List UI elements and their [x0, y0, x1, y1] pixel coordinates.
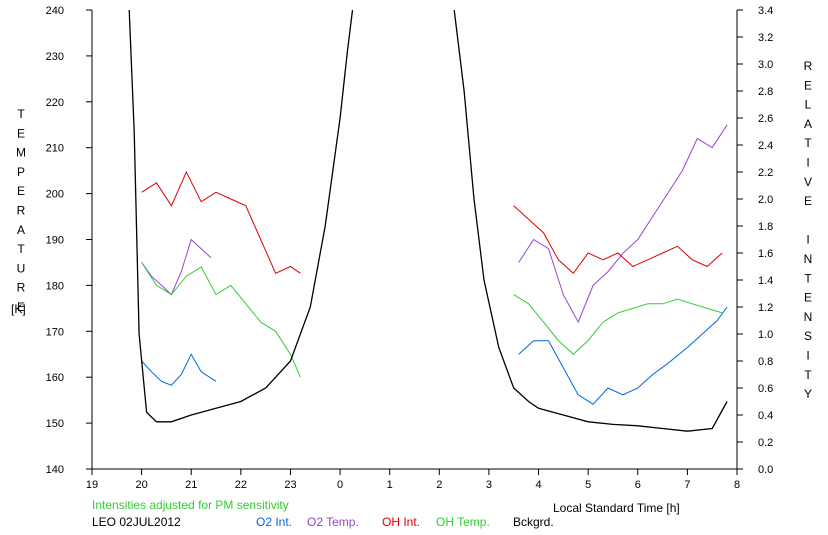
y-left-tick-label: 160	[46, 372, 64, 384]
y-right-label-letter: I	[806, 233, 809, 247]
x-tick-label: 2	[436, 479, 442, 491]
y-right-label-letter: T	[804, 136, 812, 150]
x-tick-label: 3	[486, 479, 492, 491]
y-right-tick-label: 0.8	[758, 356, 773, 368]
y-right-label-letter: E	[804, 291, 812, 305]
y-left-label-letter: U	[17, 261, 26, 275]
y-right-tick-label: 2.8	[758, 86, 773, 98]
y-right-label-letter: I	[806, 349, 809, 363]
y-left-unit: [K]	[11, 302, 26, 316]
y-right-tick-label: 2.0	[758, 194, 773, 206]
x-tick-label: 8	[734, 479, 740, 491]
y-left-label-letter: T	[17, 107, 25, 121]
y-right-label-letter: E	[804, 194, 812, 208]
y-right-label-letter: S	[804, 329, 812, 343]
legend-o2-int: O2 Int.	[256, 515, 292, 529]
x-axis-label: Local Standard Time [h]	[553, 501, 680, 515]
x-tick-label: 0	[337, 479, 343, 491]
y-right-tick-label: 3.4	[758, 5, 773, 17]
y-right-tick-label: 1.6	[758, 248, 773, 260]
x-tick-label: 1	[387, 479, 393, 491]
y-right-label-letter: T	[804, 271, 812, 285]
x-tick-label: 4	[535, 479, 541, 491]
series-line-bckgrd	[453, 9, 728, 432]
series-layer	[128, 9, 728, 432]
y-right-label-letter: N	[804, 252, 813, 266]
y-left-label-letter: E	[17, 126, 25, 140]
y-left-label-letter: P	[17, 165, 25, 179]
y-right-tick-label: 3.0	[758, 59, 773, 71]
legend: O2 Int. O2 Temp. OH Int. OH Temp. Bckgrd…	[256, 515, 554, 529]
y-right-label-letter: A	[804, 117, 812, 131]
x-tick-label: 20	[135, 479, 147, 491]
series-line-oh-temp	[513, 294, 723, 355]
axis-layer: 19 20 21 22 23 0 1 2 3 4 5 6 7 8140150160170180190200…	[46, 5, 774, 491]
y-right-label-letter: T	[804, 368, 812, 382]
y-right-tick-label: 2.4	[758, 140, 773, 152]
y-left-label-letter: R	[17, 204, 26, 218]
x-tick-label: 23	[284, 479, 296, 491]
y-left-tick-label: 200	[46, 189, 64, 201]
series-line-oh-temp	[141, 262, 301, 378]
legend-o2-temp: O2 Temp.	[307, 515, 359, 529]
x-tick-label: 5	[585, 479, 591, 491]
y-left-tick-label: 180	[46, 280, 64, 292]
legend-oh-temp: OH Temp.	[436, 515, 490, 529]
x-tick-label: 6	[635, 479, 641, 491]
series-line-o2-int	[518, 306, 728, 405]
y-right-tick-label: 0.6	[758, 383, 773, 395]
y-right-label-letter: V	[804, 175, 812, 189]
y-right-tick-label: 0.0	[758, 464, 773, 476]
y-right-tick-label: 2.2	[758, 167, 773, 179]
y-left-label-letter: E	[17, 184, 25, 198]
y-left-tick-label: 140	[46, 464, 64, 476]
y-right-tick-label: 1.4	[758, 275, 773, 287]
series-line-oh-int	[513, 205, 723, 275]
y-right-label-letter: E	[804, 78, 812, 92]
y-left-label-letter: E	[17, 300, 25, 314]
series-line-oh-int	[141, 170, 301, 274]
y-left-tick-label: 240	[46, 5, 64, 17]
y-right-label-letter: N	[804, 310, 813, 324]
y-right-label-letter: R	[804, 59, 813, 73]
y-right-tick-label: 1.8	[758, 221, 773, 233]
y-left-tick-label: 150	[46, 418, 64, 430]
y-left-tick-label: 210	[46, 143, 64, 155]
y-left-tick-label: 170	[46, 326, 64, 338]
legend-bckgrd: Bckgrd.	[513, 515, 554, 529]
y-right-tick-label: 1.0	[758, 329, 773, 341]
y-right-tick-label: 2.6	[758, 113, 773, 125]
y-right-tick-label: 3.2	[758, 32, 773, 44]
legend-oh-int: OH Int.	[382, 515, 420, 529]
x-tick-label: 22	[235, 479, 247, 491]
station-date: LEO 02JUL2012	[92, 515, 181, 529]
series-line-o2-temp	[518, 124, 728, 324]
x-tick-label: 7	[684, 479, 690, 491]
y-left-label-letter: A	[17, 223, 25, 237]
y-right-tick-label: 0.4	[758, 410, 773, 422]
x-tick-label: 21	[185, 479, 197, 491]
y-right-tick-label: 1.2	[758, 302, 773, 314]
pm-note: Intensities adjusted for PM sensitivity	[92, 498, 289, 512]
y-right-tick-label: 0.2	[758, 437, 773, 449]
y-right-label-letter: Y	[804, 387, 812, 401]
y-right-label-letter: I	[806, 156, 809, 170]
y-left-label-letter: T	[17, 242, 25, 256]
y-left-tick-label: 230	[46, 51, 64, 63]
series-line-bckgrd	[128, 9, 354, 423]
y-left-tick-label: 220	[46, 97, 64, 109]
y-right-label-letter: L	[805, 98, 812, 112]
series-line-o2-temp	[141, 238, 212, 296]
y-left-label-letter: R	[17, 281, 26, 295]
series-line-o2-int	[141, 353, 217, 386]
y-left-tick-label: 190	[46, 235, 64, 247]
y-left-label-letter: M	[16, 146, 26, 160]
x-tick-label: 19	[86, 479, 98, 491]
